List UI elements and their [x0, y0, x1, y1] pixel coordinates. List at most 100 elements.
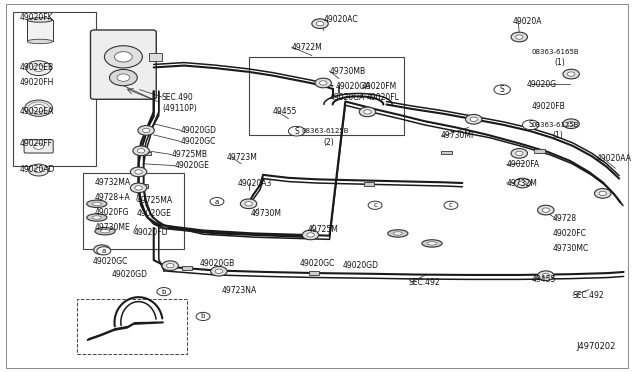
- Ellipse shape: [92, 216, 101, 219]
- Text: 49728: 49728: [552, 214, 576, 223]
- Text: 49020GC: 49020GC: [92, 257, 128, 266]
- Text: 49020FG: 49020FG: [94, 208, 129, 217]
- Text: 49723M: 49723M: [227, 153, 258, 161]
- Text: 49725MA: 49725MA: [137, 196, 173, 205]
- Text: c: c: [373, 202, 377, 208]
- Text: 49725M: 49725M: [307, 225, 339, 234]
- Circle shape: [241, 199, 257, 209]
- Text: 49730MC: 49730MC: [552, 244, 588, 253]
- Circle shape: [595, 189, 611, 198]
- Circle shape: [97, 247, 111, 255]
- Circle shape: [511, 32, 527, 42]
- Circle shape: [196, 312, 210, 321]
- Text: 49020FC: 49020FC: [552, 229, 586, 238]
- Circle shape: [138, 149, 145, 153]
- Text: 49020FB: 49020FB: [532, 102, 566, 111]
- Ellipse shape: [86, 200, 107, 208]
- Circle shape: [215, 269, 223, 273]
- Text: 49020FF: 49020FF: [20, 139, 52, 148]
- Text: 49725MB: 49725MB: [172, 150, 207, 159]
- Circle shape: [109, 70, 138, 86]
- Ellipse shape: [95, 228, 115, 235]
- Circle shape: [563, 119, 579, 129]
- Circle shape: [522, 120, 539, 130]
- Text: 49020FK: 49020FK: [20, 13, 53, 22]
- Circle shape: [157, 288, 171, 296]
- Circle shape: [516, 35, 523, 39]
- Bar: [182, 266, 192, 270]
- Circle shape: [32, 105, 45, 112]
- Bar: [28, 20, 52, 41]
- Text: 49020GE: 49020GE: [137, 209, 172, 218]
- Circle shape: [494, 85, 510, 94]
- Circle shape: [26, 61, 51, 76]
- Text: 49020AD: 49020AD: [20, 165, 55, 174]
- Text: 49020FA: 49020FA: [507, 160, 540, 169]
- Text: 49020FD: 49020FD: [134, 228, 168, 237]
- Text: 49723NA: 49723NA: [222, 286, 257, 295]
- Text: (1): (1): [552, 131, 563, 141]
- Text: 49730ME: 49730ME: [94, 223, 130, 232]
- Circle shape: [542, 273, 550, 278]
- Circle shape: [368, 201, 382, 209]
- Circle shape: [166, 263, 174, 268]
- Circle shape: [599, 191, 607, 196]
- Circle shape: [516, 151, 523, 155]
- Circle shape: [538, 271, 554, 280]
- Circle shape: [115, 52, 132, 62]
- Ellipse shape: [428, 242, 436, 245]
- Text: 49020GD: 49020GD: [111, 270, 147, 279]
- Circle shape: [131, 167, 147, 177]
- Circle shape: [210, 198, 224, 206]
- Bar: [141, 151, 151, 155]
- Circle shape: [307, 233, 314, 237]
- Circle shape: [131, 183, 147, 193]
- Ellipse shape: [100, 230, 109, 233]
- Text: J4970202: J4970202: [576, 341, 616, 350]
- Circle shape: [93, 245, 110, 254]
- Ellipse shape: [422, 240, 442, 247]
- Circle shape: [135, 170, 142, 174]
- Text: 49020AC: 49020AC: [323, 15, 358, 24]
- Text: (2): (2): [323, 138, 334, 147]
- Circle shape: [33, 65, 44, 71]
- Circle shape: [245, 202, 252, 206]
- Ellipse shape: [393, 232, 403, 235]
- Text: 49020GE: 49020GE: [175, 161, 209, 170]
- Text: 49020EA: 49020EA: [20, 108, 54, 116]
- Text: 49730MF: 49730MF: [440, 131, 476, 141]
- Text: 49020GC: 49020GC: [299, 259, 335, 268]
- Text: 49732M: 49732M: [507, 179, 538, 187]
- Circle shape: [289, 126, 305, 136]
- Text: S: S: [528, 121, 533, 129]
- Circle shape: [319, 81, 327, 85]
- Text: 49722M: 49722M: [292, 42, 323, 51]
- Circle shape: [211, 266, 227, 276]
- Circle shape: [29, 164, 49, 176]
- Circle shape: [563, 69, 579, 79]
- Text: 49020AA: 49020AA: [596, 154, 632, 163]
- Ellipse shape: [28, 39, 52, 44]
- Circle shape: [465, 115, 482, 124]
- Circle shape: [444, 201, 458, 209]
- Circle shape: [138, 126, 154, 135]
- Circle shape: [359, 107, 376, 117]
- Text: b: b: [162, 289, 166, 295]
- Circle shape: [133, 146, 149, 155]
- Text: 49455: 49455: [532, 275, 556, 284]
- Bar: [308, 271, 319, 275]
- Circle shape: [518, 181, 526, 185]
- Text: 49020GD: 49020GD: [342, 261, 378, 270]
- Circle shape: [364, 110, 371, 114]
- Text: 49020FM: 49020FM: [361, 82, 396, 91]
- Text: 49020A: 49020A: [513, 17, 543, 26]
- Ellipse shape: [28, 18, 52, 22]
- Circle shape: [25, 100, 52, 116]
- Circle shape: [514, 178, 531, 188]
- Circle shape: [135, 186, 142, 190]
- Circle shape: [312, 19, 328, 29]
- Text: 49730M: 49730M: [250, 209, 282, 218]
- Text: 08363-6125B: 08363-6125B: [301, 128, 349, 134]
- Text: a: a: [102, 248, 106, 254]
- Circle shape: [470, 117, 477, 122]
